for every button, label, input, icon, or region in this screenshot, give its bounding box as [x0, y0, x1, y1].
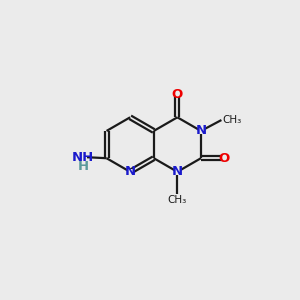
Text: CH₃: CH₃	[223, 115, 242, 125]
Bar	[174, 91, 181, 98]
Bar	[221, 155, 227, 161]
Text: NH: NH	[72, 151, 94, 164]
Text: N: N	[172, 165, 183, 178]
Text: CH₃: CH₃	[168, 195, 187, 205]
Bar	[127, 169, 134, 175]
Text: N: N	[195, 124, 206, 137]
Bar	[79, 154, 87, 160]
Text: O: O	[172, 88, 183, 100]
Bar	[174, 169, 181, 175]
Bar	[198, 128, 204, 134]
Bar	[81, 163, 86, 169]
Text: O: O	[218, 152, 230, 165]
Text: N: N	[124, 165, 136, 178]
Text: H: H	[78, 160, 89, 173]
